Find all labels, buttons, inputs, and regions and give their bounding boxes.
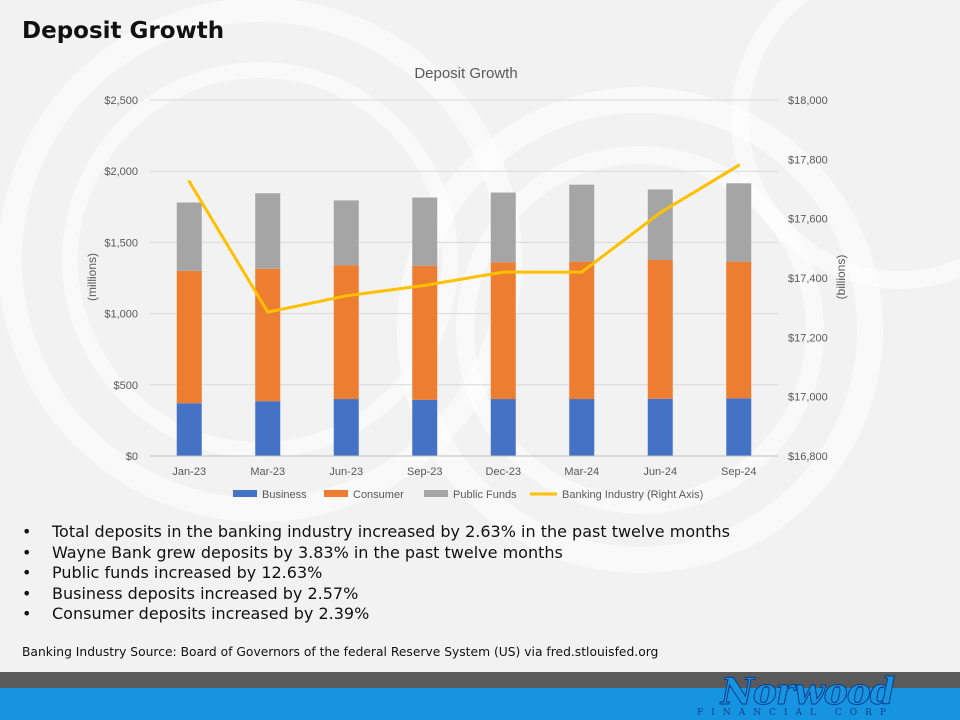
bar-public-funds	[569, 184, 595, 262]
bar-consumer	[176, 270, 202, 404]
bar-consumer	[569, 261, 595, 400]
y-left-tick-label: $1,500	[104, 237, 138, 249]
bar-consumer	[490, 262, 516, 400]
chart-title: Deposit Growth	[414, 65, 517, 82]
y-left-tick-label: $1,000	[104, 309, 138, 321]
y-right-tick-label: $17,800	[788, 154, 828, 166]
logo-subtitle: FINANCIAL CORP	[697, 708, 894, 718]
bullet-item: • Public funds increased by 12.63%	[22, 563, 922, 584]
x-tick-label: Mar-24	[564, 466, 599, 478]
bullet-marker: •	[22, 522, 32, 541]
y-right-tick-label: $17,000	[788, 392, 828, 404]
y-left-tick-label: $0	[126, 451, 138, 463]
x-tick-label: Jun-23	[329, 466, 363, 478]
bar-public-funds	[176, 202, 202, 271]
bullet-marker: •	[22, 604, 32, 623]
x-tick-label: Sep-24	[721, 466, 756, 478]
banking-industry-line	[188, 164, 740, 314]
bullet-marker: •	[22, 542, 32, 562]
banking-industry-point	[344, 294, 348, 298]
banking-industry-point	[737, 163, 741, 167]
x-tick-label: Sep-23	[407, 466, 442, 478]
banking-industry-point	[266, 310, 270, 314]
banking-industry-point	[658, 211, 662, 215]
bullet-marker: •	[22, 563, 32, 582]
bar-consumer	[255, 268, 281, 402]
banking-industry-point	[580, 270, 584, 274]
bullet-item: • Business deposits increased by 2.57%	[22, 584, 922, 605]
legend-swatch	[424, 490, 448, 497]
y-right-tick-label: $16,800	[788, 451, 828, 463]
bar-consumer	[412, 265, 438, 400]
slide-title: Deposit Growth	[22, 18, 225, 44]
bullet-item: • Consumer deposits increased by 2.39%	[22, 604, 922, 625]
bullet-item: • Wayne Bank grew deposits by 3.83% in th…	[22, 543, 922, 564]
bar-business	[569, 399, 595, 456]
bar-consumer	[333, 265, 359, 400]
bar-public-funds	[255, 193, 281, 269]
banking-industry-point	[423, 283, 427, 287]
footer-band-blue	[0, 688, 960, 720]
x-tick-label: Jun-24	[643, 466, 677, 478]
y-right-tick-label: $17,400	[788, 273, 828, 285]
y-left-axis-label: (millions)	[85, 253, 99, 301]
y-right-tick-label: $18,000	[788, 95, 828, 107]
bar-consumer	[647, 259, 673, 399]
company-logo: Norwood FINANCIAL CORP	[697, 671, 895, 719]
y-right-tick-label: $17,600	[788, 214, 828, 226]
bar-business	[412, 399, 438, 456]
y-left-tick-label: $2,000	[104, 166, 138, 178]
y-left-tick-label: $2,500	[104, 95, 138, 107]
legend-label: Consumer	[353, 489, 404, 501]
bullet-text: Public funds increased by 12.63%	[52, 563, 323, 582]
y-left-tick-label: $500	[114, 380, 138, 392]
x-tick-label: Dec-23	[486, 466, 521, 478]
bar-business	[490, 399, 516, 456]
bar-public-funds	[412, 197, 438, 266]
logo-wordmark: Norwood	[720, 671, 895, 713]
bullet-list: • Total deposits in the banking industry …	[22, 522, 922, 625]
bullet-item: • Total deposits in the banking industry …	[22, 522, 922, 543]
bullet-text: Business deposits increased by 2.57%	[52, 583, 359, 603]
bar-public-funds	[490, 192, 516, 263]
banking-industry-point	[501, 270, 505, 274]
bar-consumer	[726, 261, 752, 399]
bullet-text: Total deposits in the banking industry i…	[52, 522, 730, 541]
bar-business	[726, 398, 752, 456]
bar-public-funds	[647, 189, 673, 260]
x-tick-label: Jan-23	[172, 466, 206, 478]
bar-business	[176, 403, 202, 456]
y-right-axis-label: (billions)	[834, 255, 848, 300]
x-tick-label: Mar-23	[250, 466, 285, 478]
source-note: Banking Industry Source: Board of Govern…	[22, 645, 659, 659]
bar-business	[333, 399, 359, 456]
legend-swatch	[324, 490, 348, 497]
bar-business	[647, 398, 673, 456]
banking-industry-point	[187, 180, 191, 184]
deposit-growth-chart: $0 $500 $1,000 $1,500 $2,000 $2,500 $16,800 $17…	[85, 65, 848, 501]
legend-label: Banking Industry (Right Axis)	[562, 489, 703, 501]
bar-public-funds	[333, 200, 359, 266]
bar-business	[255, 401, 281, 456]
footer-band-dark	[0, 672, 960, 688]
y-right-tick-label: $17,200	[788, 332, 828, 344]
bullet-marker: •	[22, 583, 32, 603]
bullet-text: Wayne Bank grew deposits by 3.83% in the…	[52, 542, 563, 562]
bar-public-funds	[726, 183, 752, 262]
legend-label: Public Funds	[453, 489, 517, 501]
bullet-text: Consumer deposits increased by 2.39%	[52, 604, 370, 623]
legend-swatch	[233, 490, 257, 497]
legend-label: Business	[262, 489, 307, 501]
